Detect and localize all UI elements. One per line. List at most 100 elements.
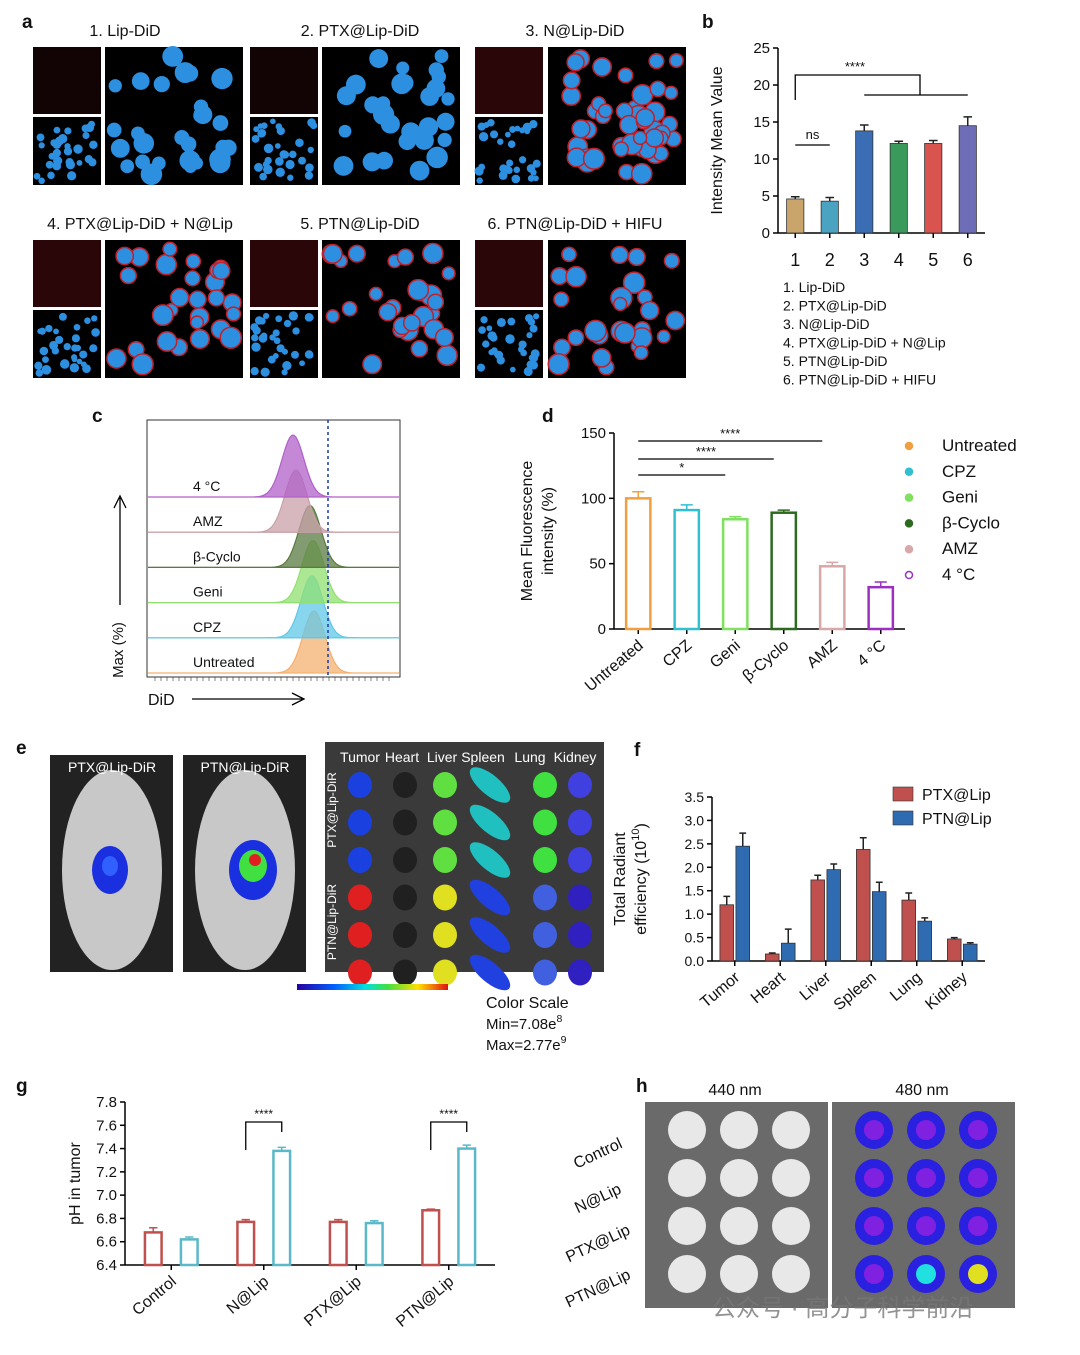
y-tick-label: 6.8 [96,1210,117,1227]
cell [49,340,59,350]
cell [259,172,267,181]
organ [348,847,372,873]
row-label: PTX@Lip [563,1222,633,1266]
cell [553,291,570,308]
error-bar [928,139,938,144]
organ [433,772,457,798]
micrograph-red [33,47,101,114]
bar [272,1149,292,1267]
significance-bracket [245,1121,283,1150]
legend-marker [904,467,914,477]
error-bar [723,895,731,905]
error-bar [830,863,838,870]
cell [174,62,196,83]
cell [584,319,607,343]
cell [426,293,445,311]
micrograph-red [475,240,543,307]
panel-letter: h [636,1076,648,1097]
organ [469,804,511,841]
cell [298,156,307,165]
x-tick-label: Kidney [922,969,970,1013]
cell [185,253,202,270]
y-tick-label: 25 [753,40,770,57]
cell [398,132,416,151]
histogram-label: AMZ [193,513,223,529]
cell [225,306,242,322]
cell [55,335,64,344]
organ [533,959,557,986]
row-label: PTN@Lip-DiR [325,884,339,961]
cell [260,122,268,130]
bar [781,942,796,962]
cell [333,155,354,176]
annotation: ns [806,127,820,142]
error-bar [462,1144,471,1149]
histogram-label: Untreated [193,654,254,670]
organ [348,772,372,798]
tumor [772,1255,810,1293]
cell [253,126,260,133]
tumor-signal [916,1264,936,1284]
cell [513,166,521,174]
image-title: 3. N@Lip-DiD [526,23,625,40]
histogram [148,469,399,533]
cell [527,318,536,326]
panel-letter: e [16,738,27,759]
y-axis-label-part: efficiency (10 [633,841,650,935]
axis-label: DiD [148,692,175,709]
error-bar [814,874,822,880]
error-bar [149,1226,158,1233]
annotation: **** [696,444,716,459]
cell [71,334,80,343]
cell [59,312,67,321]
bar [963,943,978,962]
cell [553,338,571,357]
cell [82,131,90,140]
cell [89,344,98,353]
cell [70,354,78,361]
cell [275,123,283,130]
bar [818,565,846,631]
cell [407,278,430,301]
bar [735,845,750,962]
error-bar [790,195,800,199]
y-tick-label: 0 [598,621,606,638]
cell [71,344,79,352]
cell [567,329,585,347]
organ [433,847,457,873]
cell [533,313,540,320]
cell [115,246,135,266]
cell [140,163,163,186]
organ [433,809,457,836]
cell [487,331,497,341]
cell [633,345,649,361]
cell [518,156,527,164]
row-label: PTN@Lip [563,1266,633,1311]
cell [263,164,273,175]
legend-marker [904,493,914,502]
cell [273,337,281,345]
cell [264,156,272,165]
cell [251,342,261,352]
cell [64,127,72,135]
tumor [772,1111,810,1149]
organ [393,959,417,986]
cell [106,348,127,369]
x-tick-label: Tumor [697,969,743,1012]
cell [571,119,591,139]
image-label: PTX@Lip-DiR [68,759,156,775]
cell [431,69,446,85]
organ [469,954,511,991]
cell [131,72,150,90]
organ-label: Heart [385,749,419,765]
error-bar [784,928,792,944]
organ [533,922,557,948]
cell [188,290,207,309]
cell [523,366,533,377]
cell [269,334,276,341]
panel-letter: f [634,740,641,761]
cell [434,327,454,347]
cell [69,363,80,373]
cell [38,177,45,185]
